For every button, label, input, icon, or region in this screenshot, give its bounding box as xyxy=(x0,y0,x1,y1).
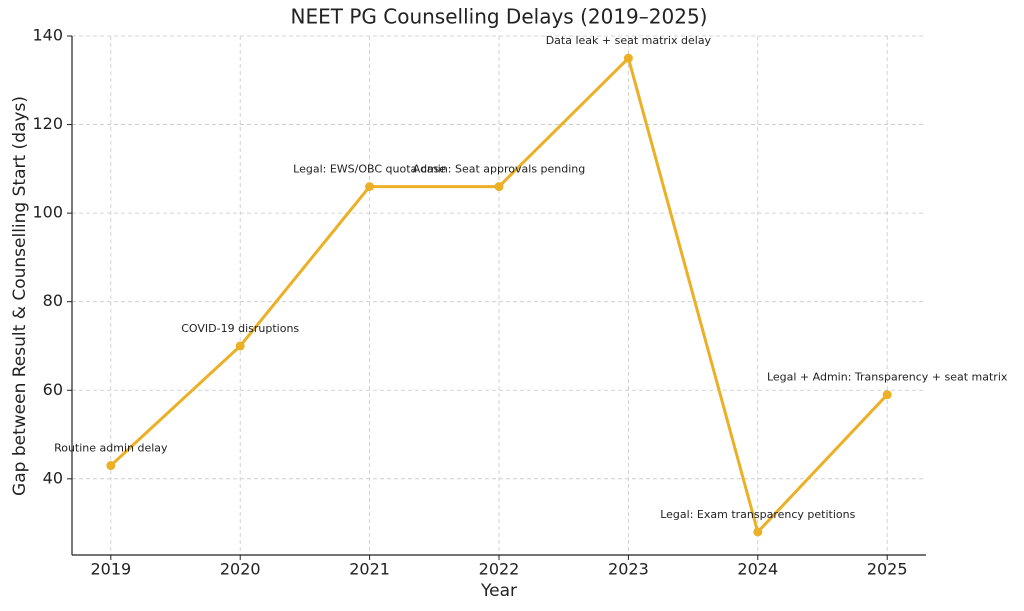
data-point xyxy=(882,390,892,400)
y-axis-label: Gap between Result & Counselling Start (… xyxy=(10,96,30,496)
data-point xyxy=(753,527,763,537)
x-tick-label: 2019 xyxy=(90,560,131,579)
data-point xyxy=(106,461,116,471)
annotation: Legal + Admin: Transparency + seat matri… xyxy=(767,371,1008,384)
y-tick-label: 40 xyxy=(43,468,63,487)
y-tick-label: 60 xyxy=(43,380,63,399)
annotation: Legal: EWS/OBC quota case xyxy=(293,163,446,176)
annotation: Admin: Seat approvals pending xyxy=(413,163,586,176)
annotation: Data leak + seat matrix delay xyxy=(546,34,712,47)
data-point xyxy=(623,53,633,63)
x-tick-label: 2025 xyxy=(867,560,908,579)
x-axis-label: Year xyxy=(480,581,517,601)
annotation: COVID-19 disruptions xyxy=(181,322,299,335)
y-tick-label: 120 xyxy=(32,114,63,133)
y-tick-label: 80 xyxy=(43,291,63,310)
chart-title: NEET PG Counselling Delays (2019–2025) xyxy=(291,5,708,29)
data-point xyxy=(365,182,375,192)
x-tick-label: 2022 xyxy=(479,560,520,579)
data-point xyxy=(235,341,245,351)
annotation: Routine admin delay xyxy=(54,442,168,455)
data-point xyxy=(494,182,504,192)
y-tick-label: 100 xyxy=(32,203,63,222)
y-tick-label: 140 xyxy=(32,26,63,45)
x-tick-label: 2024 xyxy=(737,560,778,579)
annotation: Legal: Exam transparency petitions xyxy=(660,508,855,521)
x-tick-label: 2020 xyxy=(220,560,261,579)
x-tick-label: 2023 xyxy=(608,560,649,579)
x-tick-label: 2021 xyxy=(349,560,390,579)
